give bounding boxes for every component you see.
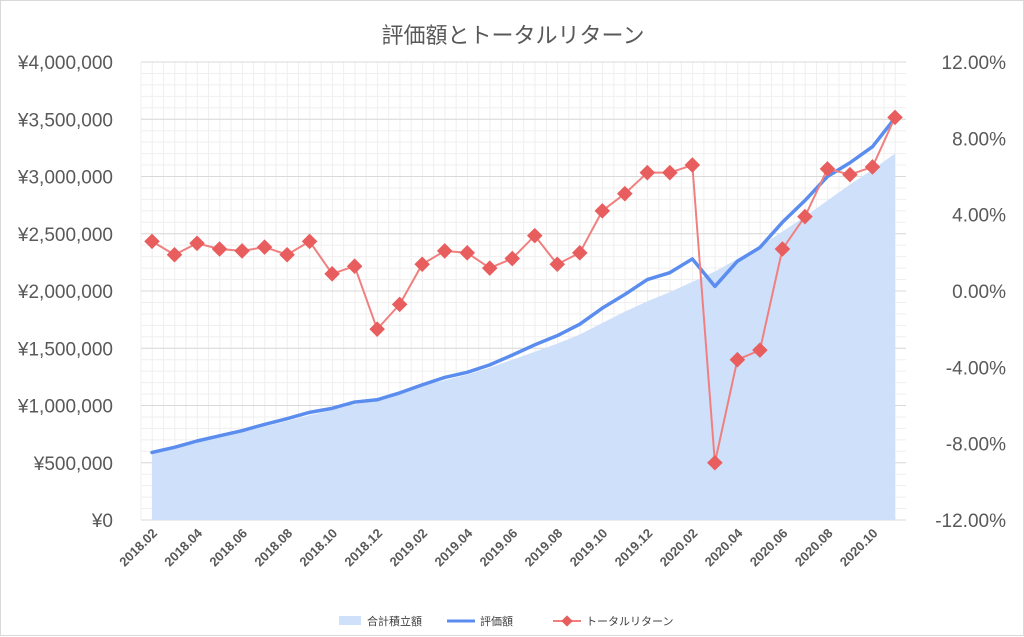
right-tick-label: -12.00% bbox=[935, 511, 1006, 532]
total-return-point bbox=[774, 241, 791, 257]
chart-title: 評価額とトータルリターン bbox=[382, 24, 645, 49]
x-tick-label: 2018.04 bbox=[161, 525, 205, 569]
right-tick-label: -8.00% bbox=[946, 435, 1006, 456]
left-tick-label: ¥1,000,000 bbox=[17, 397, 113, 418]
x-tick-label: 2020.10 bbox=[837, 526, 881, 570]
x-tick-label: 2019.04 bbox=[431, 525, 475, 569]
x-axis-ticks: 2018.02 2018.04 2018.06 2018.08 2018.10 2018.… bbox=[116, 525, 880, 569]
total-return-point bbox=[684, 157, 701, 173]
total-return-point bbox=[211, 241, 228, 257]
total-return-point bbox=[144, 233, 160, 250]
left-tick-label: ¥2,500,000 bbox=[17, 225, 113, 246]
x-tick-label: 2018.08 bbox=[251, 526, 295, 570]
line-layer bbox=[150, 116, 897, 455]
left-tick-label: ¥3,000,000 bbox=[17, 168, 113, 189]
total-return-point bbox=[864, 159, 881, 175]
total-return-point bbox=[256, 239, 273, 255]
x-tick-label: 2020.06 bbox=[747, 526, 791, 570]
total-return-point bbox=[639, 164, 656, 181]
right-tick-label: -4.00% bbox=[946, 358, 1006, 379]
left-tick-label: ¥2,000,000 bbox=[17, 282, 113, 303]
left-tick-label: ¥0 bbox=[91, 511, 113, 532]
x-tick-label: 2018.02 bbox=[116, 526, 160, 570]
area-layer bbox=[152, 153, 895, 520]
x-tick-label: 2018.10 bbox=[296, 526, 340, 570]
total-return-point bbox=[301, 233, 318, 250]
total-return-point bbox=[842, 166, 858, 183]
legend-swatch-area bbox=[339, 616, 361, 625]
total-return-point bbox=[572, 245, 588, 261]
total-return-point bbox=[819, 161, 836, 177]
legend-label-return: トータルリターン bbox=[586, 615, 673, 628]
series-area-total-contribution bbox=[152, 153, 895, 520]
total-return-point bbox=[234, 243, 250, 259]
total-return-point bbox=[346, 258, 363, 274]
x-tick-label: 2018.06 bbox=[206, 526, 250, 570]
total-return-point bbox=[594, 203, 611, 219]
total-return-point bbox=[436, 243, 453, 259]
total-return-point bbox=[189, 235, 205, 252]
x-tick-label: 2019.10 bbox=[567, 526, 611, 570]
left-axis-ticks: ¥0 ¥500,000 ¥1,000,000 ¥1,500,000 ¥2,000,000… bbox=[17, 53, 113, 532]
total-return-point bbox=[617, 185, 633, 202]
total-return-point bbox=[459, 245, 475, 261]
x-tick-label: 2019.12 bbox=[612, 526, 656, 570]
x-tick-label: 2018.12 bbox=[341, 526, 385, 570]
legend-label-area: 合計積立額 bbox=[367, 614, 422, 628]
x-tick-label: 2019.08 bbox=[522, 526, 566, 570]
right-tick-label: 4.00% bbox=[952, 206, 1006, 227]
x-tick-label: 2020.04 bbox=[702, 525, 746, 569]
x-tick-label: 2019.06 bbox=[477, 526, 521, 570]
total-return-point bbox=[166, 246, 183, 263]
legend-swatch-return-marker bbox=[561, 615, 573, 627]
total-return-point bbox=[797, 208, 813, 225]
left-tick-label: ¥1,500,000 bbox=[17, 339, 113, 360]
legend-label-value: 評価額 bbox=[480, 614, 513, 628]
right-axis-ticks: -12.00% -8.00% -4.00% 0.00% 4.00% 8.00% 12.00% bbox=[935, 53, 1006, 532]
left-tick-label: ¥3,500,000 bbox=[17, 110, 113, 131]
legend: 合計積立額 評価額 トータルリターン bbox=[339, 614, 673, 628]
total-return-point bbox=[481, 260, 498, 276]
total-return-point bbox=[279, 246, 295, 263]
total-return-point bbox=[526, 227, 543, 244]
x-tick-label: 2019.02 bbox=[386, 526, 430, 570]
series-line-valuation bbox=[150, 116, 897, 455]
x-tick-label: 2020.02 bbox=[657, 526, 701, 570]
series-line-total-return bbox=[151, 116, 896, 464]
right-tick-label: 12.00% bbox=[942, 53, 1007, 74]
left-tick-label: ¥500,000 bbox=[33, 454, 113, 475]
x-tick-label: 2020.08 bbox=[792, 526, 836, 570]
right-tick-label: 8.00% bbox=[952, 129, 1006, 150]
total-return-point bbox=[414, 256, 430, 273]
left-tick-label: ¥4,000,000 bbox=[17, 53, 113, 74]
total-return-point bbox=[662, 164, 678, 181]
right-tick-label: 0.00% bbox=[952, 282, 1006, 303]
